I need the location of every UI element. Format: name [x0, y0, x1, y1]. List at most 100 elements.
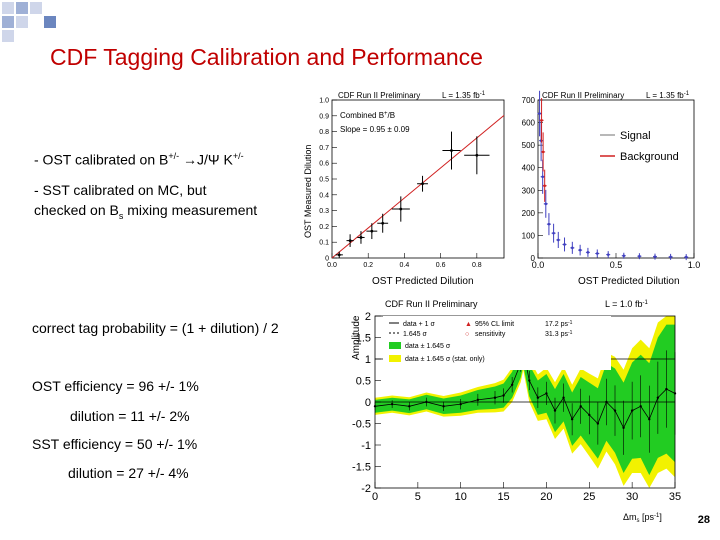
- legend-limit-value: 17.2 ps-1: [545, 320, 573, 328]
- plot1-header-right: L = 1.35 fb-1: [442, 91, 486, 100]
- ost-bullet-sup1: +/-: [168, 151, 180, 161]
- deco-square: [2, 30, 14, 42]
- plot3-xtick-label: 25: [583, 491, 595, 503]
- plot1-ytick-label: 1.0: [319, 98, 329, 105]
- plot3-ytick-label: -1: [361, 440, 371, 452]
- plot1-ytick-label: 0.8: [319, 129, 329, 136]
- legend-limit-value-sup: -1: [568, 320, 573, 326]
- plot1-legend: Combined B+/B: [340, 111, 395, 120]
- plot1-header-left: CDF Run II Preliminary: [338, 91, 420, 100]
- plot2-ytick-label: 200: [522, 209, 536, 218]
- plot1-ytick-label: 0.1: [319, 240, 329, 247]
- plot2-point: [541, 150, 545, 154]
- sst-bullet-line2-sub: s: [118, 210, 124, 221]
- plot3-xlabel-unit-sup: -1: [654, 513, 660, 519]
- plot3-ytick-label: -0.5: [352, 419, 371, 431]
- plot2-point: [684, 255, 688, 259]
- legend-data-label: data + 1 σ: [403, 321, 435, 328]
- plot2-header-right-sup: -1: [684, 91, 690, 97]
- plot1-ytick-label: 0: [325, 256, 329, 263]
- legend-sens-value-sup: -1: [568, 330, 573, 336]
- plot2-point: [543, 184, 546, 188]
- ost-bullet-prefix: - OST calibrated on B: [34, 151, 169, 168]
- plot2-xtick-label: 0.0: [532, 260, 545, 270]
- plot1-axes: 0 0.1 0.2 0.3 0.4 0.5 0.6 0.7 0.8 0.9 1.0 0.0 0.2 0.4…: [319, 98, 482, 270]
- plot2-header-right-text: L = 1.35 fb: [646, 91, 684, 100]
- plot2-ytick-label: 0: [531, 254, 536, 263]
- plot2-point: [638, 254, 641, 258]
- deco-square: [2, 16, 14, 28]
- plot3-xlabel-text: Δm: [623, 512, 637, 522]
- dilution-distribution-plot: CDF Run II Preliminary L = 1.35 fb-1 Sig…: [510, 88, 700, 288]
- plot1-point: [381, 221, 385, 225]
- plot1-legend-sup: +: [384, 111, 388, 117]
- plot2-ytick-label: 100: [522, 231, 536, 240]
- plot3-xtick-label: 35: [669, 491, 681, 503]
- plot2-header-right: L = 1.35 fb-1: [646, 91, 690, 100]
- legend-yellow-label: data ± 1.645 σ (stat. only): [405, 356, 485, 363]
- sst-bullet-line1: - SST calibrated on MC, but: [34, 182, 207, 198]
- plot-bg: [300, 88, 510, 288]
- plot1-ytick-label: 0.2: [319, 224, 329, 231]
- plot2-point: [622, 254, 626, 258]
- plot3-header-left: CDF Run II Preliminary: [385, 299, 478, 309]
- ost-calibration-plot: CDF Run II Preliminary L = 1.35 fb-1 Com…: [300, 88, 510, 288]
- plot1-point: [370, 229, 374, 233]
- plot1-point: [475, 153, 479, 157]
- legend-limit-value-text: 17.2 ps: [545, 321, 568, 328]
- legend-bg: [383, 316, 611, 370]
- plot3-xtick-label: 15: [497, 491, 509, 503]
- plot2-point: [595, 252, 599, 255]
- plot2-xtick-label: 0.5: [610, 260, 623, 270]
- plot1-point: [337, 253, 341, 257]
- plot1-xtick-label: 0.2: [363, 262, 373, 269]
- ost-bullet-mid: →J/Ψ K: [179, 151, 233, 168]
- plot3-points: [373, 341, 677, 455]
- plot3-xlabel-unit: [ps: [640, 512, 655, 522]
- plot3-amplitude-line: [374, 350, 676, 429]
- plot1-point: [450, 149, 453, 152]
- plot1-legend-b: /B: [388, 111, 396, 120]
- sst-bullet-line2: checked on Bs mixing measurement: [34, 202, 257, 221]
- legend-green-label: data ± 1.645 σ: [405, 343, 451, 350]
- plot1-ylabel: OST Measured Dilution: [303, 145, 313, 238]
- deco-square: [2, 2, 14, 14]
- plot2-point: [571, 246, 574, 250]
- deco-square: [16, 2, 28, 14]
- plot3-ytick-label: 0: [365, 397, 371, 409]
- plot3-xlabel: Δms [ps-1]: [623, 512, 662, 524]
- plot2-point: [538, 112, 541, 115]
- plot1-point: [359, 236, 363, 239]
- plot2-axes: 0 100 200 300 400 500 600 700 0.0 0.5 1.0: [522, 96, 700, 270]
- plot3-xtick-label: 20: [540, 491, 552, 503]
- legend-1645-label: 1.645 σ: [403, 331, 427, 338]
- sst-bullet-line2-suffix: mixing measurement: [123, 202, 258, 218]
- plot1-xtick-label: 0.0: [327, 262, 337, 269]
- amplitude-scan-plot: CDF Run II Preliminary L = 1.0 fb-1 Ampl…: [345, 296, 690, 528]
- plot3-bands: [375, 316, 675, 488]
- plot3-xtick-label: 5: [415, 491, 421, 503]
- plot3-xlabel-sub: s: [637, 518, 640, 524]
- ost-dilution: dilution = 11 +/- 2%: [70, 408, 190, 424]
- ost-bullet: - OST calibrated on B+/- →J/Ψ K+/-: [34, 151, 244, 168]
- legend-limit-marker: ▲: [465, 321, 472, 328]
- plot3-ytick-label: -2: [361, 483, 371, 495]
- plot3-xtick-label: 30: [626, 491, 638, 503]
- legend-limit-label: 95% CL limit: [475, 321, 514, 328]
- plot2-point: [578, 248, 582, 252]
- plot2-point: [544, 202, 548, 206]
- sst-dilution: dilution = 27 +/- 4%: [68, 465, 189, 481]
- plot1-point: [421, 182, 424, 186]
- legend-sens-label: sensitivity: [475, 331, 506, 338]
- page-number: 28: [697, 514, 710, 526]
- plot1-ytick-label: 0.7: [319, 145, 329, 152]
- slide-title: CDF Tagging Calibration and Performance: [50, 44, 483, 70]
- corner-decoration: [0, 0, 60, 42]
- plot1-ytick-label: 0.5: [319, 177, 329, 184]
- plot3-ytick-label: -1.5: [352, 462, 371, 474]
- legend-green-swatch: [389, 342, 401, 349]
- plot1-xtick-label: 0.8: [472, 262, 482, 269]
- ost-bullet-sup2: +/-: [232, 151, 244, 161]
- plot1-point: [399, 207, 403, 211]
- legend-sens-marker: ○: [465, 331, 469, 338]
